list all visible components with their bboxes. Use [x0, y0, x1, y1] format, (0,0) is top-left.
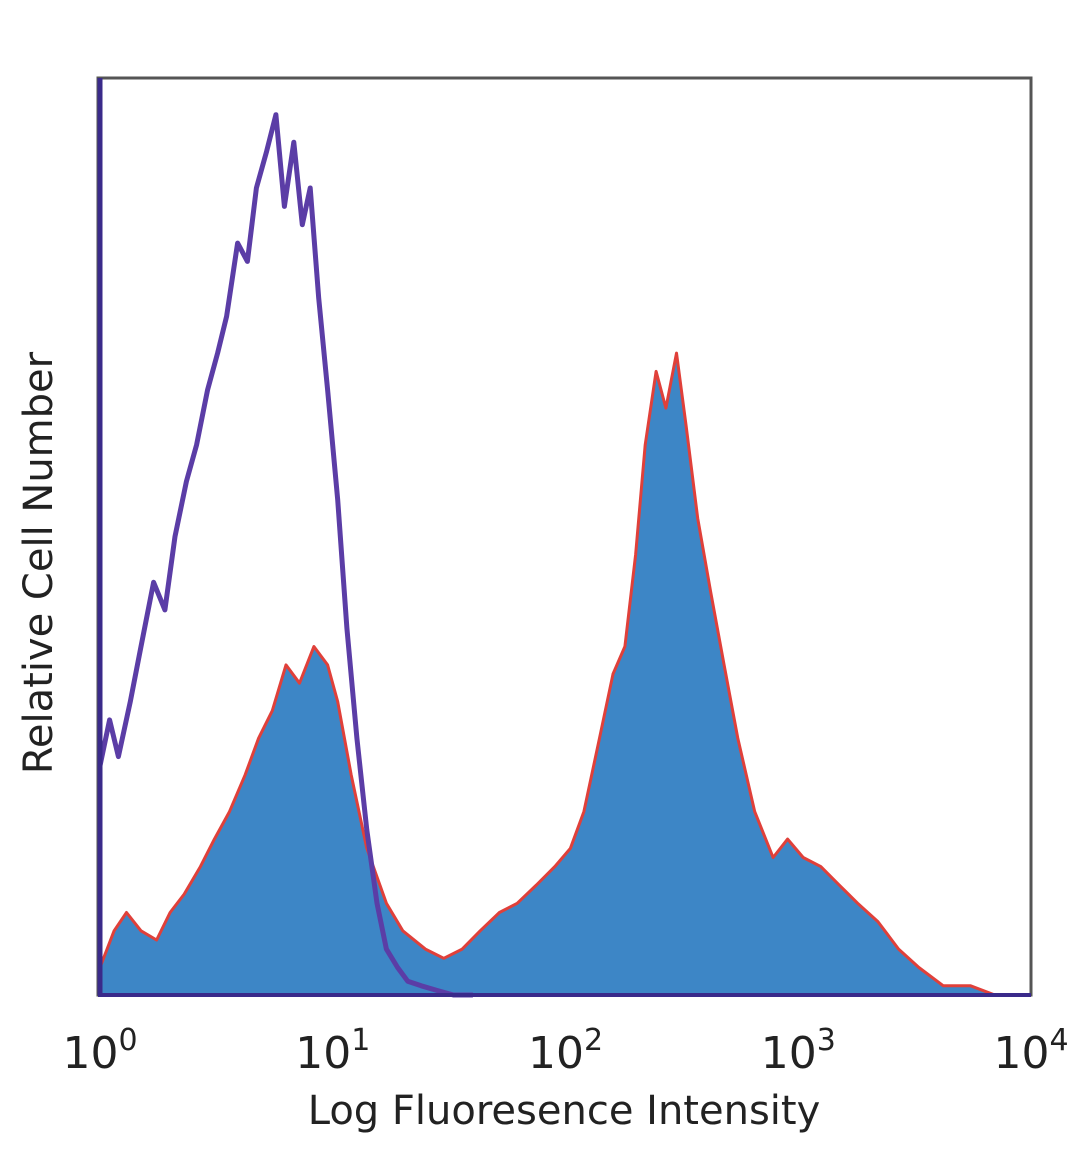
- x-tick-labels: 100 101 102 103 104: [62, 1023, 1068, 1079]
- x-tick-label-4: 104: [993, 1023, 1068, 1079]
- x-tick-base: 10: [62, 1028, 118, 1079]
- x-tick-base: 10: [993, 1028, 1049, 1079]
- x-tick-base: 10: [295, 1028, 351, 1079]
- x-tick-base: 10: [761, 1028, 817, 1079]
- x-tick-exponent: 0: [118, 1023, 137, 1058]
- x-axis-title: Log Fluoresence Intensity: [308, 1088, 821, 1134]
- x-tick-label-2: 102: [528, 1023, 603, 1079]
- series-0-edge-line: [98, 351, 996, 997]
- x-tick-label-0: 100: [62, 1023, 137, 1079]
- x-tick-label-3: 103: [761, 1023, 836, 1079]
- x-tick-exponent: 1: [351, 1023, 370, 1058]
- x-tick-exponent: 3: [817, 1023, 836, 1058]
- y-axis-title: Relative Cell Number: [16, 351, 62, 774]
- x-tick-base: 10: [528, 1028, 584, 1079]
- x-tick-exponent: 2: [584, 1023, 603, 1058]
- series-1-outline: [97, 112, 473, 998]
- x-tick-exponent: 4: [1049, 1023, 1068, 1058]
- series-layer: [97, 112, 996, 998]
- series-0-filled-area: [100, 353, 995, 996]
- x-tick-label-1: 101: [295, 1023, 370, 1079]
